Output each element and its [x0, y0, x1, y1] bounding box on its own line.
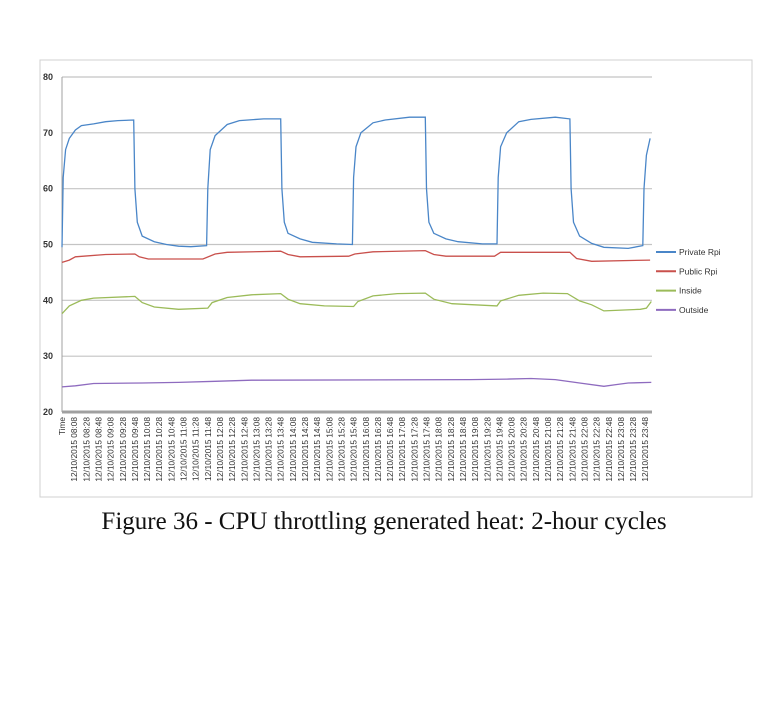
x-tick-label: 12/10/2015 22:48 [604, 417, 614, 482]
legend-label: Inside [679, 286, 702, 296]
y-tick-label: 70 [43, 128, 53, 138]
x-tick-label: 12/10/2015 20:28 [519, 417, 529, 482]
x-axis-ticks: Time 12/10/2015 08:08 12/10/2015 08:28 12/1… [57, 417, 650, 482]
x-tick-label: 12/10/2015 23:08 [616, 417, 626, 482]
x-tick-label: 12/10/2015 16:28 [373, 417, 383, 482]
x-tick-label: 12/10/2015 18:48 [458, 417, 468, 482]
x-tick-label: 12/10/2015 08:08 [69, 417, 79, 482]
y-tick-label: 50 [43, 240, 53, 250]
legend-label: Outside [679, 305, 709, 315]
x-tick-label: 12/10/2015 22:28 [592, 417, 602, 482]
x-tick-label: 12/10/2015 16:08 [361, 417, 371, 482]
x-tick-label: 12/10/2015 15:48 [349, 417, 359, 482]
series-lines [61, 116, 652, 388]
x-tick-label: 12/10/2015 18:08 [434, 417, 444, 482]
x-tick-label: 12/10/2015 09:48 [130, 417, 140, 482]
x-tick-label: 12/10/2015 19:28 [482, 417, 492, 482]
x-tick-label: 12/10/2015 18:28 [446, 417, 456, 482]
series-line-public-rpi [61, 249, 651, 264]
x-tick-label: 12/10/2015 20:48 [531, 417, 541, 482]
x-tick-label: 12/10/2015 15:28 [336, 417, 346, 482]
x-tick-label: 12/10/2015 15:08 [324, 417, 334, 482]
legend-label: Private Rpi [679, 247, 721, 257]
legend: Private Rpi Public Rpi Inside Outside [656, 247, 721, 315]
x-tick-label: 12/10/2015 22:08 [579, 417, 589, 482]
x-tick-label: 12/10/2015 11:08 [179, 417, 189, 481]
legend-label: Public Rpi [679, 266, 717, 276]
x-tick-label: 12/10/2015 13:28 [264, 417, 274, 482]
x-tick-label: Time [57, 417, 67, 436]
x-tick-label: 12/10/2015 12:28 [227, 417, 237, 482]
x-tick-label: 12/10/2015 14:28 [300, 417, 310, 482]
x-tick-label: 12/10/2015 17:08 [397, 417, 407, 482]
x-tick-label: 12/10/2015 19:08 [470, 417, 480, 482]
gridlines [61, 76, 652, 414]
x-tick-label: 12/10/2015 08:28 [81, 417, 91, 482]
x-tick-label: 12/10/2015 08:48 [93, 417, 103, 482]
y-tick-label: 40 [43, 295, 53, 305]
x-tick-label: 12/10/2015 14:48 [312, 417, 322, 482]
x-tick-label: 12/10/2015 17:48 [422, 417, 432, 482]
x-tick-label: 12/10/2015 21:28 [555, 417, 565, 482]
x-tick-label: 12/10/2015 19:48 [494, 417, 504, 482]
series-line-private-rpi [61, 116, 651, 250]
x-tick-label: 12/10/2015 14:08 [288, 417, 298, 482]
x-tick-label: 12/10/2015 21:08 [543, 417, 553, 482]
y-tick-label: 20 [43, 407, 53, 417]
x-tick-label: 12/10/2015 16:48 [385, 417, 395, 482]
x-tick-label: 12/10/2015 20:08 [507, 417, 517, 482]
x-tick-label: 12/10/2015 11:28 [191, 417, 201, 481]
x-tick-label: 12/10/2015 21:48 [567, 417, 577, 482]
y-tick-label: 30 [43, 351, 53, 361]
x-tick-label: 12/10/2015 17:28 [409, 417, 419, 482]
x-tick-label: 12/10/2015 12:08 [215, 417, 225, 482]
y-tick-label: 80 [43, 72, 53, 82]
x-tick-label: 12/10/2015 23:48 [640, 417, 650, 482]
x-tick-label: 12/10/2015 12:48 [239, 417, 249, 482]
series-line-outside [61, 377, 652, 388]
x-tick-label: 12/10/2015 23:28 [628, 417, 638, 482]
x-tick-label: 12/10/2015 11:48 [203, 417, 213, 481]
y-axis-ticks: 20 30 40 50 60 70 80 [43, 72, 53, 417]
x-tick-label: 12/10/2015 10:48 [166, 417, 176, 482]
series-line-inside [61, 292, 652, 315]
x-tick-label: 12/10/2015 10:28 [154, 417, 164, 482]
x-tick-label: 12/10/2015 13:48 [276, 417, 286, 482]
x-tick-label: 12/10/2015 09:28 [118, 417, 128, 482]
x-tick-label: 12/10/2015 13:08 [251, 417, 261, 482]
figure-caption: Figure 36 - CPU throttling generated hea… [101, 508, 667, 535]
y-tick-label: 60 [43, 184, 53, 194]
x-tick-label: 12/10/2015 09:08 [106, 417, 116, 482]
x-tick-label: 12/10/2015 10:08 [142, 417, 152, 482]
